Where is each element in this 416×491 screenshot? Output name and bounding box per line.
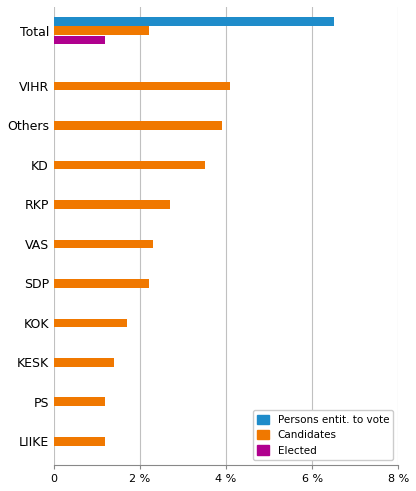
Bar [54,27,149,35]
Bar [54,398,106,406]
Bar [54,279,149,288]
Bar [54,437,106,446]
Legend: Persons entit. to vote, Candidates, Elected: Persons entit. to vote, Candidates, Elec… [253,410,393,460]
Bar [54,82,230,90]
Bar [54,240,153,248]
Bar [54,319,127,327]
Bar [54,200,170,209]
Bar [54,121,222,130]
Bar [54,36,106,45]
Bar [54,17,334,26]
Bar [54,358,114,367]
Bar [54,161,205,169]
